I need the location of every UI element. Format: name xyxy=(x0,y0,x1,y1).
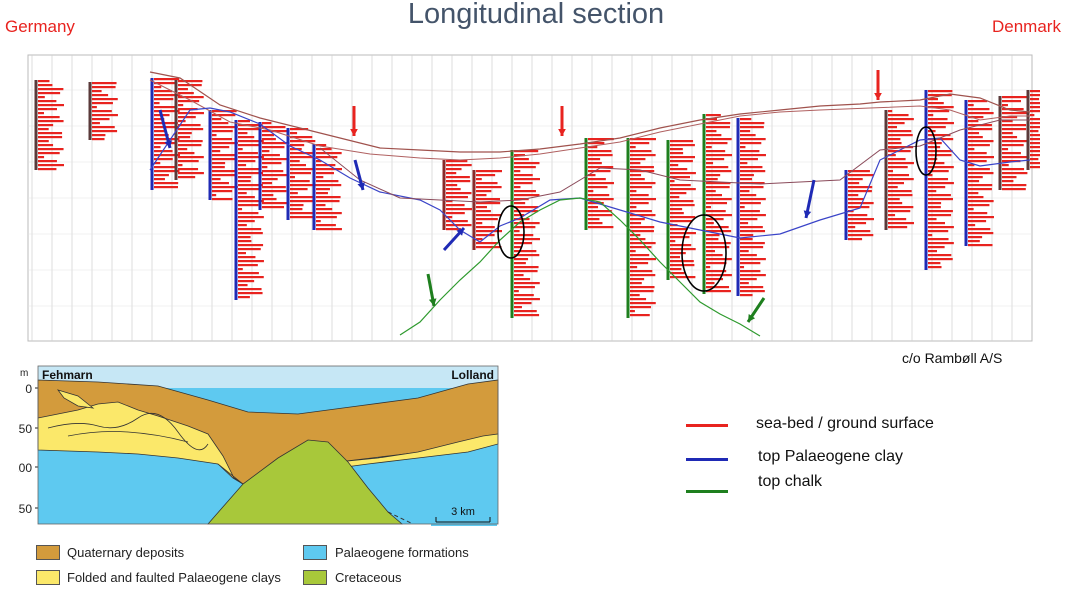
indicator-arrow-head xyxy=(558,128,566,136)
top-chalk-line xyxy=(399,197,761,337)
palaeogene-brown-line xyxy=(319,119,1030,203)
top-palaeogene-clay-line xyxy=(149,107,1031,243)
unit-swatch-quaternary xyxy=(36,545,60,560)
unit-swatch-folded-clay xyxy=(36,570,60,585)
depth-tick: 50 xyxy=(19,422,33,436)
unit-label-quaternary: Quaternary deposits xyxy=(67,545,185,560)
indicator-arrow-head xyxy=(428,298,437,306)
left-country-label: Germany xyxy=(5,17,75,36)
unit-label-cretaceous: Cretaceous xyxy=(335,570,402,585)
indicator-arrow-head xyxy=(164,140,172,148)
indicator-arrow-head xyxy=(748,314,756,322)
legend-label-chalk: top chalk xyxy=(758,473,823,490)
folded-clay-area xyxy=(37,401,244,485)
highlight-ellipse xyxy=(681,214,727,292)
highlight-ellipses xyxy=(497,126,937,292)
fold-lines xyxy=(47,413,209,451)
longitudinal-section-profile xyxy=(27,54,1040,342)
indicator-arrow-head xyxy=(803,210,812,218)
depth-tick: 100 xyxy=(18,461,32,475)
unit-swatch-palaeogene xyxy=(303,545,327,560)
depth-tick: 0 xyxy=(25,382,32,396)
legend-swatch-palaeogene xyxy=(686,458,728,461)
sea-area xyxy=(38,366,498,388)
unit-label-palaeogene: Palaeogene formations xyxy=(335,545,469,560)
indicator-arrow-head xyxy=(350,128,358,136)
highlight-ellipse xyxy=(497,205,525,259)
depth-unit: m xyxy=(20,368,28,379)
legend-swatch-chalk xyxy=(686,490,728,493)
depth-tick: 150 xyxy=(18,502,32,516)
ground-surface-line-lower xyxy=(149,79,1030,161)
right-country-label: Denmark xyxy=(992,17,1061,36)
unit-swatch-cretaceous xyxy=(303,570,327,585)
credit-text: c/o Rambøll A/S xyxy=(902,350,1003,366)
indicator-arrow-head xyxy=(456,228,464,236)
indicator-arrow-head xyxy=(874,92,882,100)
lolland-label: Lolland xyxy=(451,368,494,382)
borehole-logs xyxy=(34,78,1040,318)
indicator-arrow-head xyxy=(357,182,365,190)
unit-label-folded-clay: Folded and faulted Palaeogene clays xyxy=(67,570,281,585)
seabed-line xyxy=(149,71,1031,153)
scale-bar-label: 3 km xyxy=(451,506,475,518)
cretaceous-area xyxy=(207,439,404,525)
legend-swatch-seabed xyxy=(686,424,728,427)
folded-clay-area-lens xyxy=(56,389,95,409)
highlight-ellipse xyxy=(915,126,937,176)
page-title: Longitudinal section xyxy=(407,0,665,30)
geological-cross-section: m 0 50 100 150 Fehmarn Lolland 3 km xyxy=(18,365,499,526)
fehmarn-label: Fehmarn xyxy=(42,368,93,382)
indicator-arrows xyxy=(158,70,882,323)
legend-label-palaeogene: top Palaeogene clay xyxy=(758,448,903,465)
legend-label-seabed: sea-bed / ground surface xyxy=(756,415,934,432)
